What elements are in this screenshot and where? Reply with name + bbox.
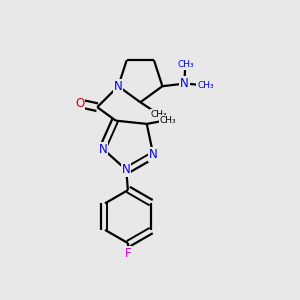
Text: CH₃: CH₃ [159,116,176,124]
Text: CH₃: CH₃ [151,110,167,119]
Text: N: N [180,77,189,90]
Text: O: O [75,97,84,110]
Text: N: N [99,142,107,155]
Text: N: N [122,164,130,176]
Text: CH₃: CH₃ [177,60,194,69]
Text: F: F [124,247,131,260]
Text: N: N [149,148,158,161]
Text: CH₃: CH₃ [197,81,214,90]
Text: N: N [114,80,123,93]
